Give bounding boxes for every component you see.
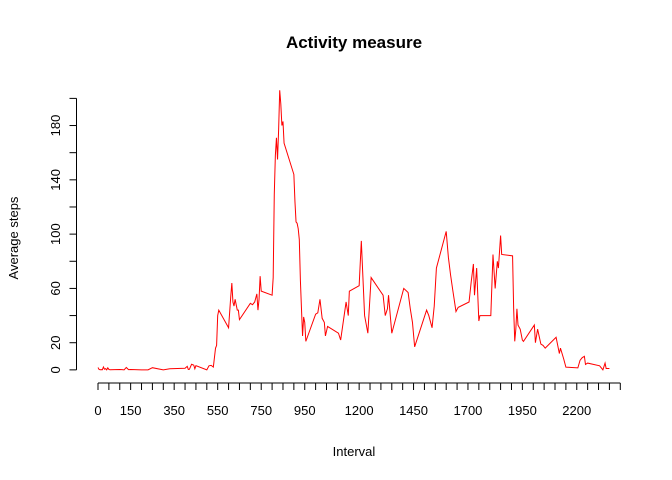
x-tick-label: 2200	[562, 403, 591, 418]
x-tick-label: 1700	[453, 403, 482, 418]
data-line	[97, 90, 610, 371]
x-tick-label: 0	[94, 403, 101, 418]
x-tick-label: 1450	[399, 403, 428, 418]
x-tick-label: 550	[207, 403, 229, 418]
y-tick-label: 100	[48, 223, 63, 245]
y-tick-label: 60	[48, 281, 63, 295]
x-tick-label: 350	[163, 403, 185, 418]
x-tick-label: 150	[120, 403, 142, 418]
y-axis-label: Average steps	[6, 196, 21, 279]
x-tick-label: 750	[250, 403, 272, 418]
x-tick-label: 950	[294, 403, 316, 418]
y-tick-label: 20	[48, 335, 63, 349]
y-tick-label: 180	[48, 115, 63, 137]
x-axis-label: Interval	[333, 444, 376, 459]
chart-title: Activity measure	[286, 33, 422, 52]
y-tick-label: 140	[48, 169, 63, 191]
x-tick-label: 1200	[345, 403, 374, 418]
y-tick-label: 0	[48, 366, 63, 373]
x-tick-label: 1950	[508, 403, 537, 418]
